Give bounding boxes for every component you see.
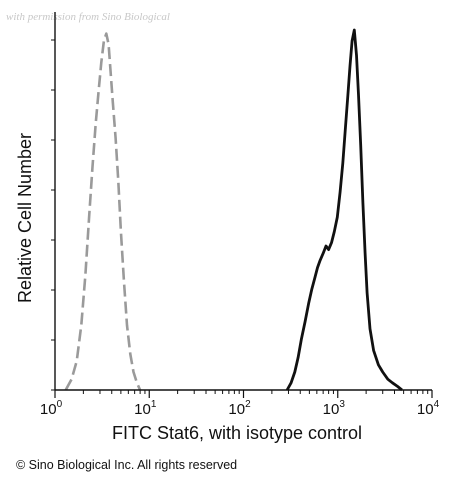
y-axis-label: Relative Cell Number bbox=[15, 133, 35, 303]
copyright-notice: © Sino Biological Inc. All rights reserv… bbox=[16, 458, 238, 472]
series-layer bbox=[64, 28, 403, 392]
x-tick-label: 102 bbox=[228, 399, 251, 418]
tick-layer: 100 101 102 103 104 bbox=[40, 39, 440, 418]
plot-area: 100 101 102 103 104 bbox=[40, 12, 440, 418]
histogram-series-2 bbox=[285, 28, 403, 392]
x-tick-label: 100 bbox=[40, 399, 63, 418]
histogram-series-1 bbox=[64, 32, 142, 391]
x-tick-label: 101 bbox=[134, 399, 157, 418]
x-tick-label: 103 bbox=[323, 399, 346, 418]
x-tick-label: 104 bbox=[417, 399, 440, 418]
x-axis-label: FITC Stat6, with isotype control bbox=[112, 423, 362, 443]
watermark: with permission from Sino Biological bbox=[6, 11, 170, 23]
